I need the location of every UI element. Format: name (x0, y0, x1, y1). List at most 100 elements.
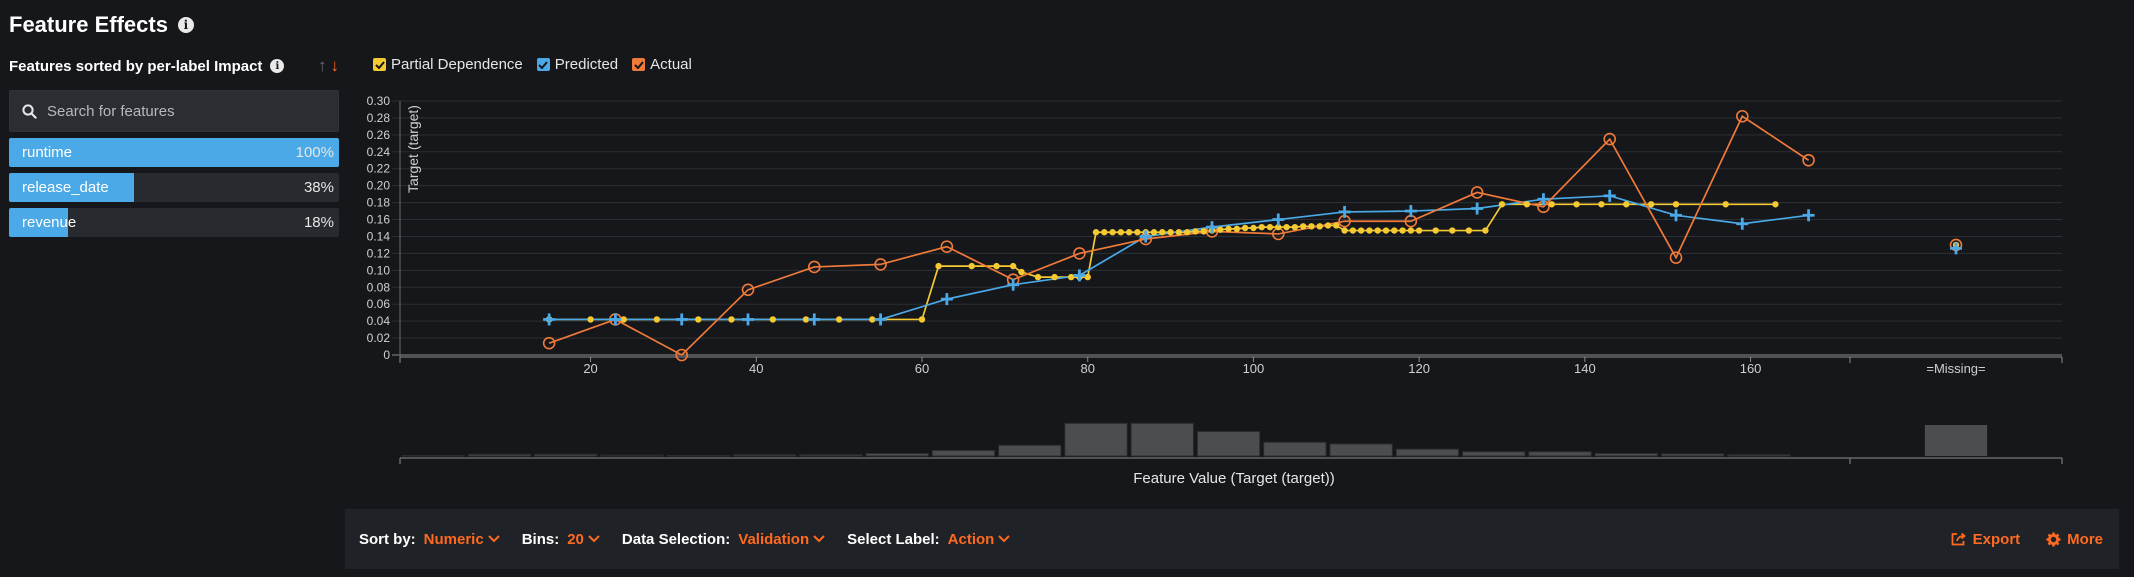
series-line-partial-dependence (549, 203, 1776, 321)
feature-name[interactable]: runtime (22, 144, 73, 161)
partial-dependence-point (587, 316, 594, 323)
partial-dependence-point (1101, 229, 1108, 236)
actual-point (807, 260, 821, 274)
legend-item-partial-dependence[interactable]: Partial Dependence (373, 56, 523, 73)
partial-dependence-point (1067, 273, 1075, 281)
legend-item-actual[interactable]: Actual (632, 56, 692, 73)
partial-dependence-point (1341, 227, 1348, 234)
actual-point (940, 240, 954, 253)
x-tick-label: 80 (1080, 361, 1094, 376)
search-input-placeholder[interactable]: Search for features (47, 102, 175, 120)
histogram-bar (732, 454, 797, 457)
gear-icon (2046, 531, 2061, 547)
histogram-bar (1064, 422, 1128, 457)
feature-item-runtime[interactable]: runtime 100% (9, 138, 339, 167)
legend-item-predicted[interactable]: Predicted (536, 56, 619, 73)
histogram-bar (998, 444, 1062, 457)
partial-dependence-point (1772, 201, 1779, 208)
missing-tick-label: =Missing= (1926, 361, 1985, 376)
actual-point (675, 348, 689, 362)
y-tick-label: 0.28 (367, 111, 391, 125)
y-tick-label: 0.10 (367, 263, 391, 277)
checkbox-checked-icon[interactable] (536, 58, 550, 71)
x-tick-label: 140 (1574, 361, 1596, 376)
partial-dependence-point (1159, 229, 1166, 236)
bins-dropdown[interactable]: 20 (567, 531, 600, 548)
feature-name[interactable]: release_date (22, 179, 109, 196)
partial-dependence-point (1134, 229, 1141, 236)
data-selection-control[interactable]: Data Selection: Validation (622, 531, 833, 548)
partial-dependence-point (1125, 229, 1133, 236)
select-label-dropdown[interactable]: Action (948, 531, 1011, 548)
legend-label[interactable]: Actual (650, 56, 692, 73)
histogram-bar (799, 454, 863, 457)
data-selection-dropdown[interactable]: Validation (738, 531, 825, 548)
partial-dependence-point (1449, 227, 1456, 234)
sort-direction-toggle[interactable]: ↑ ↓ (318, 56, 339, 76)
info-icon[interactable]: i (177, 17, 194, 33)
histogram-bar-missing (1924, 425, 1988, 456)
feature-search-box[interactable]: Search for features (9, 90, 339, 132)
partial-dependence-point (1051, 273, 1058, 281)
info-icon[interactable]: i (270, 59, 285, 73)
y-tick-label: 0.06 (367, 297, 391, 311)
select-label-control[interactable]: Select Label: Action (847, 531, 1018, 548)
partial-dependence-point (1722, 201, 1729, 208)
data-selection-value[interactable]: Validation (738, 530, 810, 548)
actual-point (1603, 132, 1617, 146)
histogram-bar (1130, 422, 1194, 457)
partial-dependence-point (1366, 227, 1373, 234)
legend-label[interactable]: Predicted (554, 56, 619, 73)
partial-dependence-point (1241, 224, 1249, 232)
select-label-value[interactable]: Action (947, 530, 995, 548)
feature-name[interactable]: revenue (22, 214, 77, 231)
y-tick-label: 0.30 (367, 94, 391, 108)
partial-dependence-point (1092, 229, 1100, 236)
checkbox-checked-icon[interactable] (373, 58, 386, 71)
histogram-bar (931, 449, 996, 457)
partial-dependence-point (1465, 227, 1473, 234)
checkbox-checked-icon[interactable] (632, 58, 646, 71)
arrow-up-icon[interactable]: ↑ (318, 56, 327, 75)
bins-value[interactable]: 20 (567, 530, 584, 548)
export-button[interactable]: Export (1951, 530, 2021, 548)
actual-point (542, 336, 556, 350)
partial-dependence-point (769, 316, 777, 323)
histogram-bar (1727, 454, 1791, 457)
partial-dependence-point (1647, 201, 1655, 208)
sort-by-value[interactable]: Numeric (423, 530, 484, 548)
partial-dependence-point (1498, 201, 1506, 208)
y-tick-label: 0.04 (367, 314, 391, 328)
more-button[interactable]: More (2046, 531, 2103, 548)
more-label[interactable]: More (2067, 530, 2103, 548)
chevron-down-icon (588, 535, 600, 543)
histogram-bar (865, 452, 929, 457)
chevron-down-icon (998, 535, 1011, 543)
export-label[interactable]: Export (1972, 530, 2021, 548)
histogram-bar (401, 455, 465, 457)
chevron-down-icon (813, 535, 825, 543)
histogram-bar (1263, 441, 1327, 457)
feature-item-release-date[interactable]: release_date 38% (9, 173, 339, 202)
export-icon (1951, 532, 1966, 546)
sort-by-dropdown[interactable]: Numeric (424, 531, 500, 548)
partial-dependence-point (1374, 227, 1381, 234)
partial-dependence-point (1109, 229, 1116, 236)
bins-control[interactable]: Bins: 20 (522, 531, 608, 548)
chevron-down-icon (487, 535, 500, 543)
partial-dependence-point (918, 316, 926, 323)
partial-dependence-point (1399, 227, 1406, 234)
data-selection-label: Data Selection: (621, 530, 731, 548)
partial-dependence-point (869, 316, 876, 323)
actual-point (741, 283, 755, 297)
legend-label[interactable]: Partial Dependence (391, 56, 523, 73)
page-title: Feature Effects (9, 12, 168, 37)
x-tick-label: 120 (1408, 361, 1430, 376)
partial-dependence-point (1349, 227, 1357, 234)
arrow-down-icon[interactable]: ↓ (330, 56, 340, 75)
histogram-bar (534, 453, 598, 457)
feature-sort-header: Features sorted by per-label Impact i ↑ … (9, 54, 339, 78)
partial-dependence-point (1407, 227, 1415, 234)
sort-by-control[interactable]: Sort by: Numeric (359, 531, 508, 548)
feature-item-revenue[interactable]: revenue 18% (9, 208, 339, 237)
